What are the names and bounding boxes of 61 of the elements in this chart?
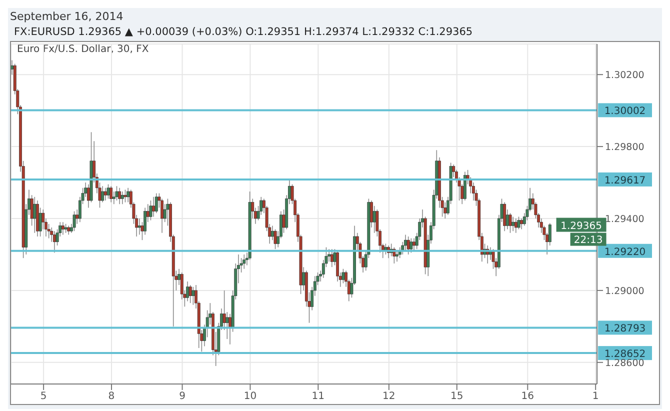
annotation: 22:13 <box>574 234 603 246</box>
chart-subtitle: FX:EURUSD 1.29365 ▲ +0.00039 (+0.03%) O:1.29351 H:1.29374 L:1.29332 C:1.29365 <box>13 25 474 40</box>
candlestick <box>120 191 124 205</box>
y-tick-label: 1.30200 <box>605 70 644 81</box>
x-tick-label: 12 <box>382 391 396 402</box>
y-tick-label: 1.29800 <box>605 142 644 153</box>
candlestick <box>72 210 76 232</box>
candlestick <box>192 286 195 306</box>
x-tick-label: 1 <box>592 391 599 402</box>
candlestick <box>118 188 122 205</box>
x-tick-label: 5 <box>40 391 47 402</box>
candlestick <box>330 248 334 268</box>
candlestick <box>412 238 416 252</box>
candlestick <box>406 236 410 255</box>
candlestick <box>188 284 192 304</box>
candlestick <box>503 202 506 232</box>
annotation: 1.29365 <box>560 220 602 232</box>
candlestick <box>372 206 376 234</box>
candlestick <box>104 188 107 201</box>
y-tick-label: 1.29000 <box>605 286 644 297</box>
ref-line-label: 1.29617 <box>604 175 646 186</box>
candlestick <box>514 218 518 234</box>
candlestick <box>404 234 407 252</box>
candlestick <box>62 222 64 236</box>
candlestick <box>463 171 466 201</box>
candlestick <box>115 186 118 201</box>
candlestick <box>124 189 127 203</box>
candlestick <box>110 186 113 203</box>
candlestick <box>517 216 520 230</box>
candlestick <box>33 196 36 234</box>
candlestick <box>154 192 158 214</box>
x-tick-label: 9 <box>179 391 186 402</box>
y-tick-label: 1.28600 <box>605 358 644 369</box>
candlestick <box>149 200 152 221</box>
candlestick <box>512 216 515 232</box>
candlestick <box>226 312 229 340</box>
x-tick-label: 11 <box>312 391 325 402</box>
x-tick-label: 10 <box>244 391 257 402</box>
candlestick <box>152 196 155 218</box>
candlestick <box>101 186 104 203</box>
candlestick <box>342 268 345 284</box>
candlestick <box>38 207 42 237</box>
ref-line-label: 1.28652 <box>604 349 646 360</box>
candlestick <box>508 212 512 234</box>
ref-line-label: 1.29220 <box>604 246 646 258</box>
candlestick <box>270 225 274 240</box>
x-tick-label: 15 <box>450 391 464 402</box>
y-tick-label: 1.29400 <box>605 214 644 225</box>
candlestick <box>106 184 110 200</box>
ref-line-label: 1.30002 <box>604 106 646 118</box>
candlestick <box>520 218 524 230</box>
x-tick-label: 8 <box>108 391 115 402</box>
candlestick <box>274 228 277 250</box>
candlestick <box>126 188 130 203</box>
candlestick <box>410 238 413 254</box>
ref-line-label: 1.28793 <box>604 324 646 335</box>
candlestick <box>242 254 246 270</box>
text: September 16, 2014 <box>9 9 124 24</box>
candlestick <box>138 218 141 236</box>
chart-title: Euro Fx/U.S. Dollar, 30, FX <box>17 44 149 55</box>
x-tick-label: 16 <box>521 391 534 402</box>
